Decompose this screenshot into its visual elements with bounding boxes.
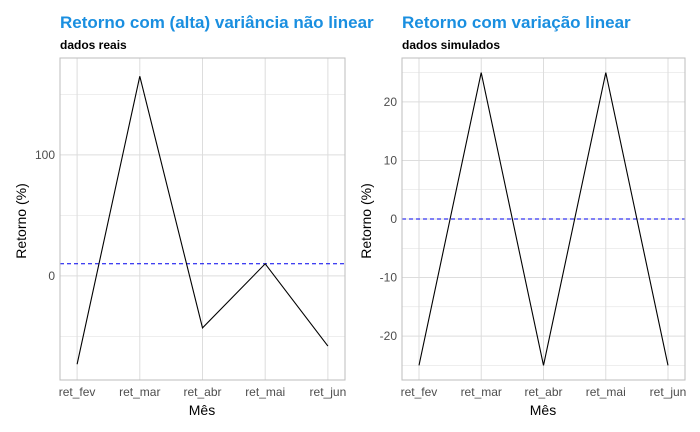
x-tick-label: ret_fev: [401, 385, 438, 399]
series-line: [418, 72, 669, 366]
x-axis-ticks: ret_fev ret_mar ret_abr ret_mai ret_jun: [401, 385, 687, 399]
chart-panel-left: Retorno com (alta) variância não linear …: [13, 13, 374, 418]
x-tick-label: ret_jun: [650, 385, 687, 399]
series-line: [76, 76, 329, 365]
y-tick-label: -20: [380, 329, 398, 343]
y-tick-label: 0: [390, 212, 397, 226]
chart-panel-right: Retorno com variação linear dados simula…: [358, 13, 686, 418]
y-tick-label: 0: [48, 269, 55, 283]
x-tick-label: ret_mai: [586, 385, 626, 399]
x-tick-label: ret_jun: [310, 385, 347, 399]
chart-subtitle: dados reais: [60, 38, 127, 52]
y-tick-label: 10: [384, 153, 398, 167]
x-axis-ticks: ret_fev ret_mar ret_abr ret_mai ret_jun: [59, 385, 346, 399]
chart-subtitle: dados simulados: [402, 38, 500, 52]
chart-title: Retorno com (alta) variância não linear: [60, 13, 374, 32]
y-tick-label: 20: [384, 95, 398, 109]
x-tick-label: ret_fev: [59, 385, 96, 399]
x-tick-label: ret_abr: [183, 385, 221, 399]
x-tick-label: ret_mar: [461, 385, 502, 399]
y-axis-title: Retorno (%): [358, 183, 374, 258]
x-axis-title: Mês: [189, 402, 215, 418]
y-axis-title: Retorno (%): [13, 183, 29, 258]
grid: [60, 58, 345, 380]
chart-title: Retorno com variação linear: [402, 13, 631, 32]
y-tick-label: 100: [35, 148, 55, 162]
x-tick-label: ret_mai: [245, 385, 285, 399]
panel-border: [401, 57, 686, 381]
y-tick-label: -10: [380, 271, 398, 285]
y-axis-ticks: -20 -10 0 10 20: [380, 95, 398, 343]
y-axis-ticks: 0 100: [35, 148, 55, 283]
panel-border: [59, 57, 346, 381]
x-tick-label: ret_mar: [119, 385, 160, 399]
x-tick-label: ret_abr: [524, 385, 562, 399]
x-axis-title: Mês: [530, 402, 556, 418]
